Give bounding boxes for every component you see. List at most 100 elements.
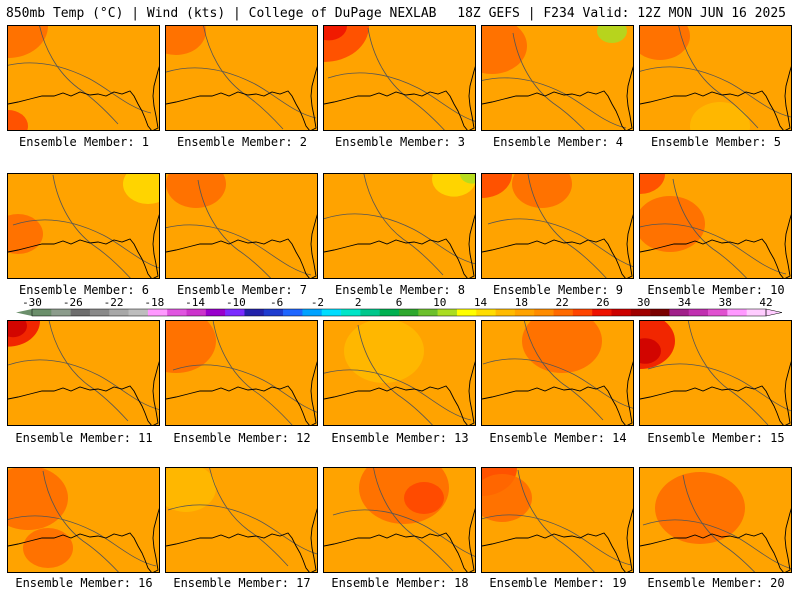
isotherm-contour [482,514,632,566]
isotherm-contour [42,470,119,572]
isotherm-contour [672,178,747,278]
member-map-panel [481,320,634,426]
temperature-field-map [324,321,475,425]
temperature-field-map [166,26,317,130]
member-map-panel [165,467,318,573]
colorbar-tick-label: -18 [144,296,164,309]
coastline [8,214,159,278]
temperature-field-map [482,321,633,425]
member-map-panel [165,173,318,279]
coastline [482,361,633,425]
member-map-panel [639,467,792,573]
isotherm-contour [12,219,159,269]
colorbar-tick-label: -14 [185,296,205,309]
colorbar-tick-label: 42 [759,296,772,309]
colorbar-swatch [244,309,265,316]
isotherm-contour [197,179,272,278]
colorbar-tick-label: -30 [22,296,42,309]
colorbar-swatch [128,309,149,316]
colorbar-swatch [495,309,516,316]
coastline [8,361,159,425]
colorbar-swatch [225,309,245,316]
colorbar-swatch [630,309,651,316]
colorbar-swatch [51,309,71,316]
coastline [8,66,159,130]
member-map-panel [639,25,792,131]
colorbar-swatch [688,309,709,316]
member-map-panel [7,320,160,426]
member-map-panel [323,173,476,279]
coastline [166,66,317,130]
isotherm-contour [203,26,284,130]
colorbar-swatch [167,309,187,316]
temperature-field-map [640,321,791,425]
colorbar-swatch [746,309,767,316]
colorbar-swatch [379,309,400,316]
member-map-panel [639,173,792,279]
member-map-panel [165,25,318,131]
member-label: Ensemble Member: 18 [331,576,469,590]
coastline [482,66,633,130]
member-label: Ensemble Member: 9 [492,283,624,297]
coastline [324,214,475,278]
isotherm-contour [324,213,475,265]
member-label: Ensemble Member: 20 [647,576,785,590]
coastline [640,66,791,130]
temperature-field-map [166,321,317,425]
temperature-field-map [166,468,317,572]
member-label: Ensemble Member: 4 [492,135,624,149]
colorbar-tick-label: 2 [355,296,362,309]
temperature-field-map [8,26,159,130]
isotherm-contour [527,174,607,278]
member-label: Ensemble Member: 14 [489,431,627,445]
coastline [640,214,791,278]
member-map-panel [323,320,476,426]
isotherm-contour [482,77,627,129]
member-map-panel [481,25,634,131]
colorbar-swatch [341,309,361,316]
coastline [482,508,633,572]
member-map-panel [323,467,476,573]
colorbar-swatch [611,309,632,316]
colorbar-tick-label: -22 [104,296,124,309]
colorbar-tick-label: 10 [433,296,446,309]
colorbar-tick-label: -2 [311,296,324,309]
colorbar-swatch [456,309,477,316]
colorbar-swatch [418,309,438,316]
member-map-panel [481,467,634,573]
temperature-field-map [640,26,791,130]
temperature-field-map [640,468,791,572]
header-valid-time: 18Z GEFS | F234 Valid: 12Z MON JUN 16 20… [457,6,786,21]
coastline [166,508,317,572]
isotherm-contour [524,321,604,421]
colorbar-swatch [437,309,458,316]
member-label: Ensemble Member: 12 [173,431,311,445]
colorbar-swatch [708,309,728,316]
colorbar-tick-label: -26 [63,296,83,309]
colorbar-swatch [302,309,323,316]
isotherm-contour [373,468,454,572]
isotherm-contour [517,469,595,572]
colorbar-min-arrow [16,309,32,316]
member-label: Ensemble Member: 10 [647,283,785,297]
temperature-field-map [640,174,791,278]
member-map-panel [323,25,476,131]
coastline [166,361,317,425]
colorbar-swatch [89,309,110,316]
member-label: Ensemble Member: 19 [489,576,627,590]
member-label: Ensemble Member: 15 [647,431,785,445]
colorbar-swatch [32,309,52,316]
colorbar-tick-label: 6 [396,296,403,309]
colorbar-tick-label: 34 [678,296,692,309]
colorbar-tick-label: 38 [719,296,732,309]
member-map-panel [639,320,792,426]
colorbar-swatch [283,309,303,316]
colorbar-swatch [399,309,419,316]
temperature-field-map [482,468,633,572]
colorbar-swatch [476,309,496,316]
isotherm-contour [8,359,159,410]
member-map-panel [165,320,318,426]
isotherm-contour [327,72,475,122]
colorbar-swatch [534,309,554,316]
member-map-panel [7,467,160,573]
